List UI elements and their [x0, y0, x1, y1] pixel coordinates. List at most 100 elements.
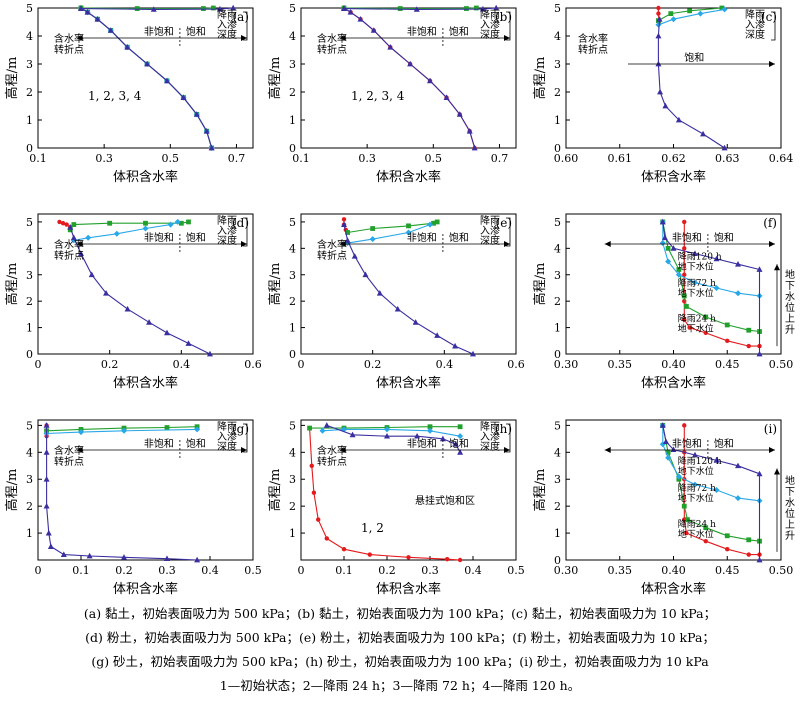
- arrow-head-left: [339, 241, 346, 247]
- data-point: [200, 6, 206, 11]
- data-point: [713, 487, 720, 493]
- series-line-1: [683, 221, 760, 347]
- data-point: [67, 227, 73, 233]
- y-axis-label: 高程/m: [532, 263, 548, 306]
- turning-point-label: 含水率转折点: [54, 238, 84, 262]
- series-line-3: [662, 221, 760, 297]
- data-point: [682, 219, 687, 225]
- data-point: [681, 293, 687, 299]
- data-point: [427, 424, 433, 430]
- data-point: [103, 290, 110, 296]
- y-axis-label: 高程/m: [267, 469, 283, 512]
- arrow-head-left: [76, 241, 83, 247]
- y-tick-label: 3: [554, 58, 561, 71]
- y-tick-label: 5: [289, 419, 296, 432]
- y-tick-label: 3: [554, 269, 561, 282]
- caption-line-1: (a) 黏土，初始表面吸力为 500 kPa；(b) 黏土，初始表面吸力为 10…: [83, 606, 717, 621]
- y-tick-label: 5: [289, 216, 296, 229]
- y-tick-label: 5: [554, 2, 561, 15]
- x-tick-label: 0.4: [201, 564, 219, 577]
- data-point: [457, 557, 463, 563]
- turning-point-label: 含水率转折点: [317, 238, 347, 262]
- series-line-3: [347, 224, 431, 244]
- data-point: [662, 438, 669, 444]
- x-tick-label: 0.5: [244, 564, 262, 577]
- data-point: [88, 271, 95, 278]
- data-point: [659, 422, 666, 428]
- data-point: [60, 551, 67, 558]
- data-point: [656, 5, 661, 11]
- data-point: [470, 350, 476, 357]
- x-axis-label: 体积含水率: [641, 581, 706, 597]
- y-tick-label: 5: [26, 216, 33, 229]
- y-tick-label: 4: [289, 446, 296, 459]
- data-point: [45, 529, 52, 536]
- data-point: [692, 279, 698, 286]
- y-tick-label: 5: [26, 419, 33, 432]
- data-point: [457, 449, 464, 455]
- data-point: [94, 16, 101, 22]
- x-axis-label: 体积含水率: [376, 169, 441, 185]
- y-axis-label: 高程/m: [4, 57, 20, 100]
- x-tick-label: 0.50: [769, 358, 794, 371]
- x-tick-label: 0.2: [378, 564, 396, 577]
- water-rise-label: 地下水位上升: [785, 474, 795, 542]
- data-point: [682, 246, 687, 251]
- data-point: [725, 547, 730, 552]
- caption-line-3: (g) 砂土，初始表面吸力为 500 kPa；(h) 砂土，初始表面吸力为 10…: [91, 654, 709, 669]
- y-axis-label: 高程/m: [267, 57, 283, 100]
- y-tick-label: 4: [26, 446, 33, 459]
- x-axis-label: 体积含水率: [376, 375, 441, 391]
- infiltration-bracket: [771, 11, 776, 41]
- data-point: [43, 502, 50, 509]
- data-point: [406, 555, 411, 560]
- x-tick-label: 0.2: [364, 358, 382, 371]
- data-point: [439, 435, 446, 442]
- data-point: [194, 426, 201, 433]
- data-point: [445, 556, 450, 562]
- y-tick-label: 3: [289, 473, 296, 486]
- series-line-4: [657, 19, 725, 149]
- saturated-label: 饱和: [449, 26, 469, 38]
- y-tick-label: 1: [26, 114, 33, 127]
- x-tick-label: 0.61: [608, 152, 633, 165]
- panel-i: 0 1 2 3 4 5 0.30 0.35 0.40 0.45 0.50 体积含水率 高程/m (i) 非饱…: [532, 419, 795, 597]
- data-point: [309, 463, 314, 468]
- data-point: [376, 290, 383, 296]
- data-point: [457, 424, 463, 430]
- x-tick-label: 0.7: [491, 152, 509, 165]
- y-tick-label: 5: [26, 2, 33, 15]
- data-point: [70, 234, 77, 241]
- y-axis-label: 高程/m: [4, 469, 20, 512]
- arrow-head-right: [241, 447, 247, 453]
- x-axis-label: 体积含水率: [113, 375, 178, 391]
- data-point: [735, 260, 741, 267]
- figure: 0123450.1 0.3 0.5 0.7体积含水率高程/m(a)降雨入渗深度非饱和饱…: [4, 2, 795, 597]
- y-tick-label: 0: [554, 142, 561, 155]
- y-tick-label: 3: [554, 473, 561, 486]
- data-point: [682, 317, 687, 322]
- data-point: [427, 221, 433, 228]
- infiltration-depth-label: 降雨入渗深度: [217, 420, 237, 453]
- data-point: [341, 5, 347, 11]
- x-tick-label: 0.4: [436, 358, 454, 371]
- data-point: [124, 305, 131, 312]
- y-tick-label: 0: [554, 554, 561, 567]
- infiltration-depth-label: 降雨入渗深度: [217, 214, 237, 247]
- panel-tag: (d): [232, 216, 249, 230]
- y-tick-label: 4: [554, 30, 561, 43]
- data-point: [178, 220, 184, 226]
- turning-point-label: 含水率转折点: [54, 444, 84, 468]
- arrow-head-right: [504, 447, 510, 453]
- data-point: [370, 226, 376, 231]
- plot-frame: [300, 213, 517, 355]
- data-point: [655, 21, 662, 28]
- arrow-head-right: [241, 241, 247, 247]
- y-tick-label: 5: [554, 419, 561, 432]
- data-point: [713, 284, 720, 291]
- data-point: [357, 16, 364, 22]
- x-tick-label: 0.6: [507, 358, 525, 371]
- water-table-label: 降雨24 h 地下水位: [678, 518, 716, 540]
- x-tick-label: 0.62: [661, 152, 686, 165]
- data-point: [397, 6, 403, 11]
